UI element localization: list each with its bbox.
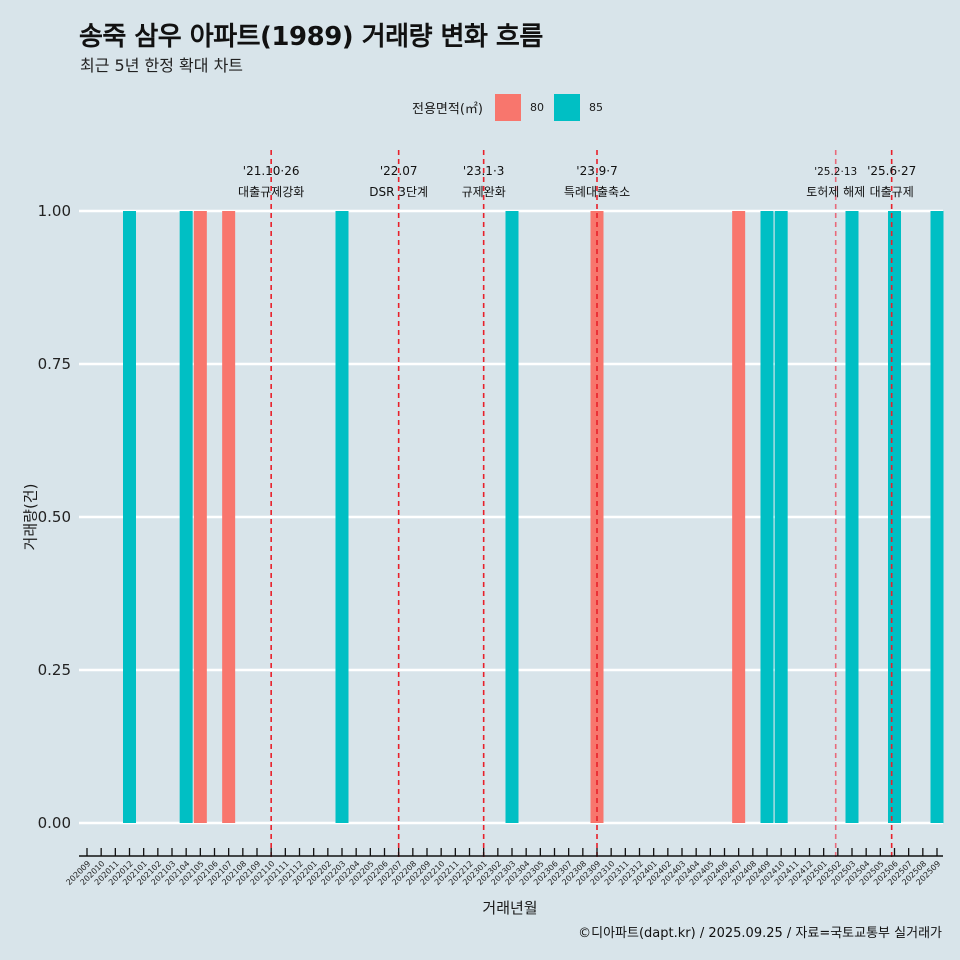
chart-title: 송죽 삼우 아파트(1989) 거래량 변화 흐름 bbox=[79, 22, 543, 52]
y-axis-label: 거래량(건) bbox=[21, 483, 40, 551]
x-axis: 2020092020102020112020122021012021022021… bbox=[64, 848, 943, 887]
event-description-label: 대출규제 bbox=[870, 185, 914, 199]
bar-202407-80 bbox=[732, 211, 746, 823]
event-description-label: 대출규제강화 bbox=[238, 185, 304, 199]
event-description-label: 특례대출축소 bbox=[564, 185, 630, 199]
y-tick-label: 0.25 bbox=[38, 661, 71, 679]
legend-swatch-80 bbox=[494, 93, 521, 121]
y-tick-labels: 0.00 0.25 0.50 0.75 1.00 bbox=[38, 202, 71, 832]
source-caption: ©디아파트(dapt.kr) / 2025.09.25 / 자료=국토교통부 실… bbox=[578, 926, 942, 941]
y-tick-label: 0.00 bbox=[38, 814, 71, 832]
bars bbox=[123, 211, 944, 823]
y-tick-label: 1.00 bbox=[38, 202, 71, 220]
bar-202107-80 bbox=[222, 211, 236, 823]
bar-202104-85 bbox=[179, 211, 193, 823]
event-description-label: DSR 3단계 bbox=[369, 185, 428, 199]
event-lines bbox=[270, 150, 893, 857]
legend-title: 전용면적(㎡) bbox=[412, 101, 483, 117]
legend-swatch-85 bbox=[553, 93, 580, 121]
x-axis-label: 거래년월 bbox=[482, 899, 538, 917]
event-date-label: '23.1·3 bbox=[463, 164, 504, 178]
bar-202309-80 bbox=[590, 211, 604, 823]
bar-202303-85 bbox=[505, 211, 519, 823]
event-annotations: '21.10·26 대출규제강화 '22.07 DSR 3단계 '23.1·3 규제완화 '… bbox=[238, 164, 916, 199]
legend: 전용면적(㎡) 80 85 bbox=[412, 92, 613, 122]
y-tick-label: 0.75 bbox=[38, 355, 71, 373]
bar-202105-80 bbox=[193, 211, 207, 823]
bar-202503-85 bbox=[845, 211, 859, 823]
bar-202203-85 bbox=[335, 211, 349, 823]
bar-202410-85 bbox=[774, 211, 788, 823]
event-description-label: 규제완화 bbox=[462, 185, 506, 199]
event-description-label: 토허제 해제 bbox=[806, 185, 865, 199]
bar-202012-85 bbox=[123, 211, 136, 823]
event-date-label: '25.2·13 bbox=[814, 166, 857, 178]
event-date-label: '25.6·27 bbox=[867, 164, 916, 178]
event-date-label: '21.10·26 bbox=[243, 164, 300, 178]
legend-label-85: 85 bbox=[588, 100, 603, 114]
chart-subtitle: 최근 5년 한정 확대 차트 bbox=[80, 56, 244, 75]
bar-202509-85 bbox=[930, 211, 944, 823]
bar-202506-85 bbox=[888, 211, 901, 823]
event-date-label: '22.07 bbox=[380, 164, 418, 178]
legend-label-80: 80 bbox=[529, 100, 544, 114]
bar-202409-85 bbox=[760, 211, 774, 823]
event-date-label: '23.9·7 bbox=[576, 164, 617, 178]
y-tick-label: 0.50 bbox=[38, 508, 71, 526]
